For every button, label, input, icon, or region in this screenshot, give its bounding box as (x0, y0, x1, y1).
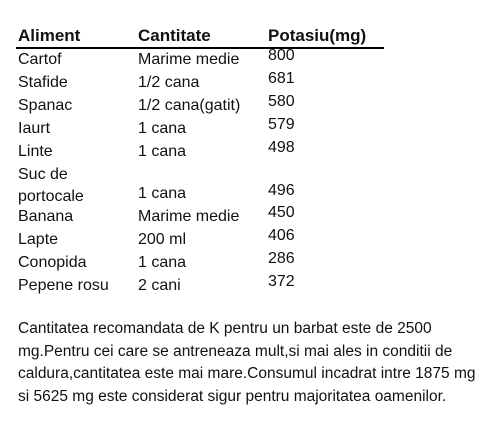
cell-potasiu: 406 (268, 227, 295, 244)
cell-potasiu: 681 (268, 70, 295, 87)
cell-cantitate: 1 cana (138, 185, 187, 202)
table-row: Banana Marime medie 450 (16, 204, 384, 229)
cell-cantitate: 1/2 cana (138, 74, 200, 91)
cell-aliment: Banana (18, 208, 74, 225)
header-cantitate: Cantitate (138, 26, 211, 45)
cell-cantitate: 1 cana (138, 254, 187, 271)
cell-potasiu: 800 (268, 47, 295, 64)
cell-cantitate: 2 cani (138, 277, 181, 294)
cell-aliment: Cartof (18, 51, 62, 68)
table-row: Stafide 1/2 cana 681 (16, 70, 384, 95)
table-row: Pepene rosu 2 cani 372 (16, 273, 384, 298)
table-row: Iaurt 1 cana 579 (16, 116, 384, 141)
cell-cantitate: 1/2 cana(gatit) (138, 97, 241, 114)
cell-cantitate: 200 ml (138, 231, 187, 248)
cell-aliment: Conopida (18, 254, 87, 271)
cell-aliment: Linte (18, 143, 53, 160)
table-row: Suc de portocale 1 cana 496 (16, 164, 384, 206)
cell-potasiu: 450 (268, 204, 295, 221)
cell-aliment: Lapte (18, 231, 59, 248)
cell-potasiu: 498 (268, 139, 295, 156)
cell-potasiu: 579 (268, 116, 295, 133)
cell-aliment: Pepene rosu (18, 277, 109, 294)
cell-potasiu: 372 (268, 273, 295, 290)
cell-aliment: Suc de portocale (18, 166, 84, 205)
header-aliment: Aliment (18, 26, 81, 45)
cell-aliment: Spanac (18, 97, 73, 114)
table-row: Spanac 1/2 cana(gatit) 580 (16, 93, 384, 118)
cell-cantitate: Marime medie (138, 51, 240, 68)
table-row: Cartof Marime medie 800 (16, 47, 384, 72)
cell-cantitate: 1 cana (138, 120, 187, 137)
cell-aliment: Iaurt (18, 120, 51, 137)
cell-aliment: Stafide (18, 74, 68, 91)
cell-potasiu: 286 (268, 250, 295, 267)
table-header: Aliment Cantitate Potasiu(mg) (16, 24, 384, 49)
header-potasiu: Potasiu(mg) (268, 26, 367, 45)
table-row: Linte 1 cana 498 (16, 139, 384, 164)
cell-cantitate: Marime medie (138, 208, 240, 225)
cell-potasiu: 496 (268, 182, 295, 199)
table-row: Lapte 200 ml 406 (16, 227, 384, 252)
cell-cantitate: 1 cana (138, 143, 187, 160)
recommendation-note: Cantitatea recomandata de K pentru un ba… (18, 320, 476, 405)
cell-potasiu: 580 (268, 93, 295, 110)
table-row: Conopida 1 cana 286 (16, 250, 384, 275)
potassium-table: Aliment Cantitate Potasiu(mg) Cartof Mar… (16, 24, 384, 298)
